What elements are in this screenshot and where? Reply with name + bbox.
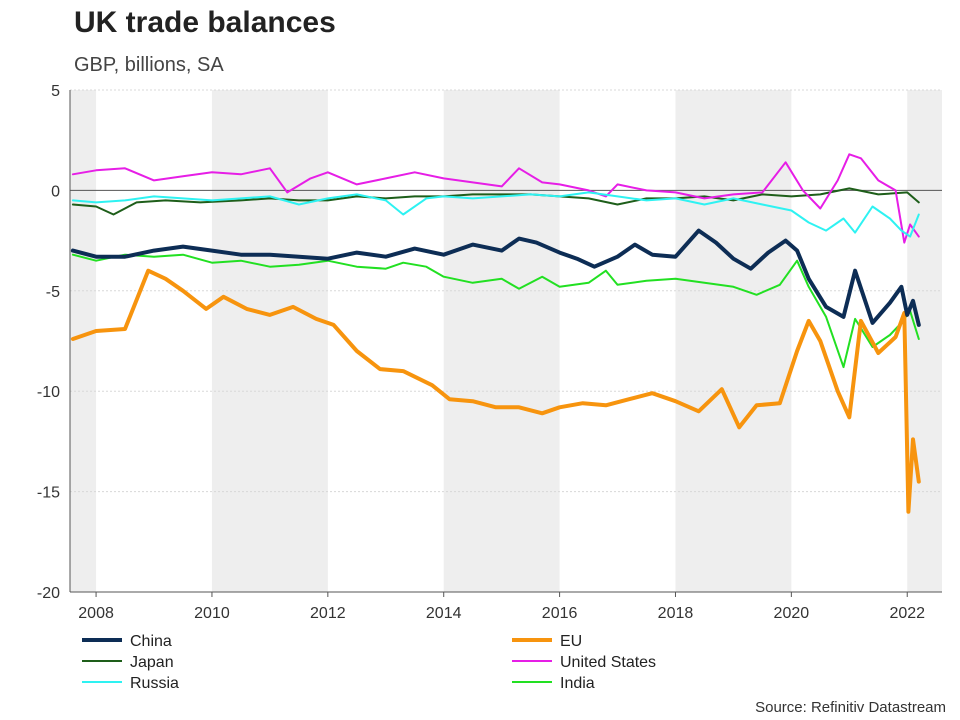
- shaded-band: [211, 90, 328, 592]
- y-tick-label: 0: [51, 183, 60, 200]
- x-tick-label: 2020: [774, 605, 810, 622]
- series-lines: [70, 153, 921, 514]
- shaded-band: [70, 90, 97, 592]
- series-line-eu: [70, 268, 921, 514]
- shaded-band: [675, 90, 792, 592]
- legend-label: Japan: [130, 654, 174, 671]
- source-note: Source: Refinitiv Datastream: [755, 699, 946, 716]
- chart-subtitle: GBP, billions, SA: [74, 54, 224, 76]
- y-tick-label: -20: [37, 585, 60, 602]
- y-tick-label: -10: [37, 384, 60, 401]
- x-axis: 2008 2010 2012 2014 2016 2018 2020 2022: [69, 90, 942, 622]
- chart-title: UK trade balances: [74, 6, 336, 39]
- legend-label: India: [560, 675, 595, 692]
- x-tick-label: 2016: [542, 605, 578, 622]
- x-tick-label: 2012: [310, 605, 346, 622]
- series-line-united-states: [71, 153, 920, 244]
- shaded-band: [443, 90, 560, 592]
- y-tick-label: -5: [46, 284, 60, 301]
- legend-label: EU: [560, 633, 582, 650]
- series-line-china: [70, 228, 921, 327]
- series-line-russia: [71, 191, 920, 238]
- x-tick-label: 2008: [78, 605, 114, 622]
- x-tick-label: 2010: [194, 605, 230, 622]
- legend-label: United States: [560, 654, 656, 671]
- shaded-band: [907, 90, 942, 592]
- x-tick-label: 2018: [658, 605, 694, 622]
- x-tick-label: 2014: [426, 605, 462, 622]
- legend-label: Russia: [130, 675, 179, 692]
- legend: China EU Japan United States Russia India: [82, 633, 656, 692]
- y-tick-label: 5: [51, 83, 60, 100]
- series-line-india: [71, 253, 920, 369]
- x-tick-label: 2022: [889, 605, 925, 622]
- y-tick-label: -15: [37, 485, 60, 502]
- y-axis: 5 0 -5 -10 -15 -20: [37, 83, 60, 602]
- legend-label: China: [130, 633, 172, 650]
- series-line-japan: [71, 187, 920, 216]
- shaded-bands: [70, 90, 942, 592]
